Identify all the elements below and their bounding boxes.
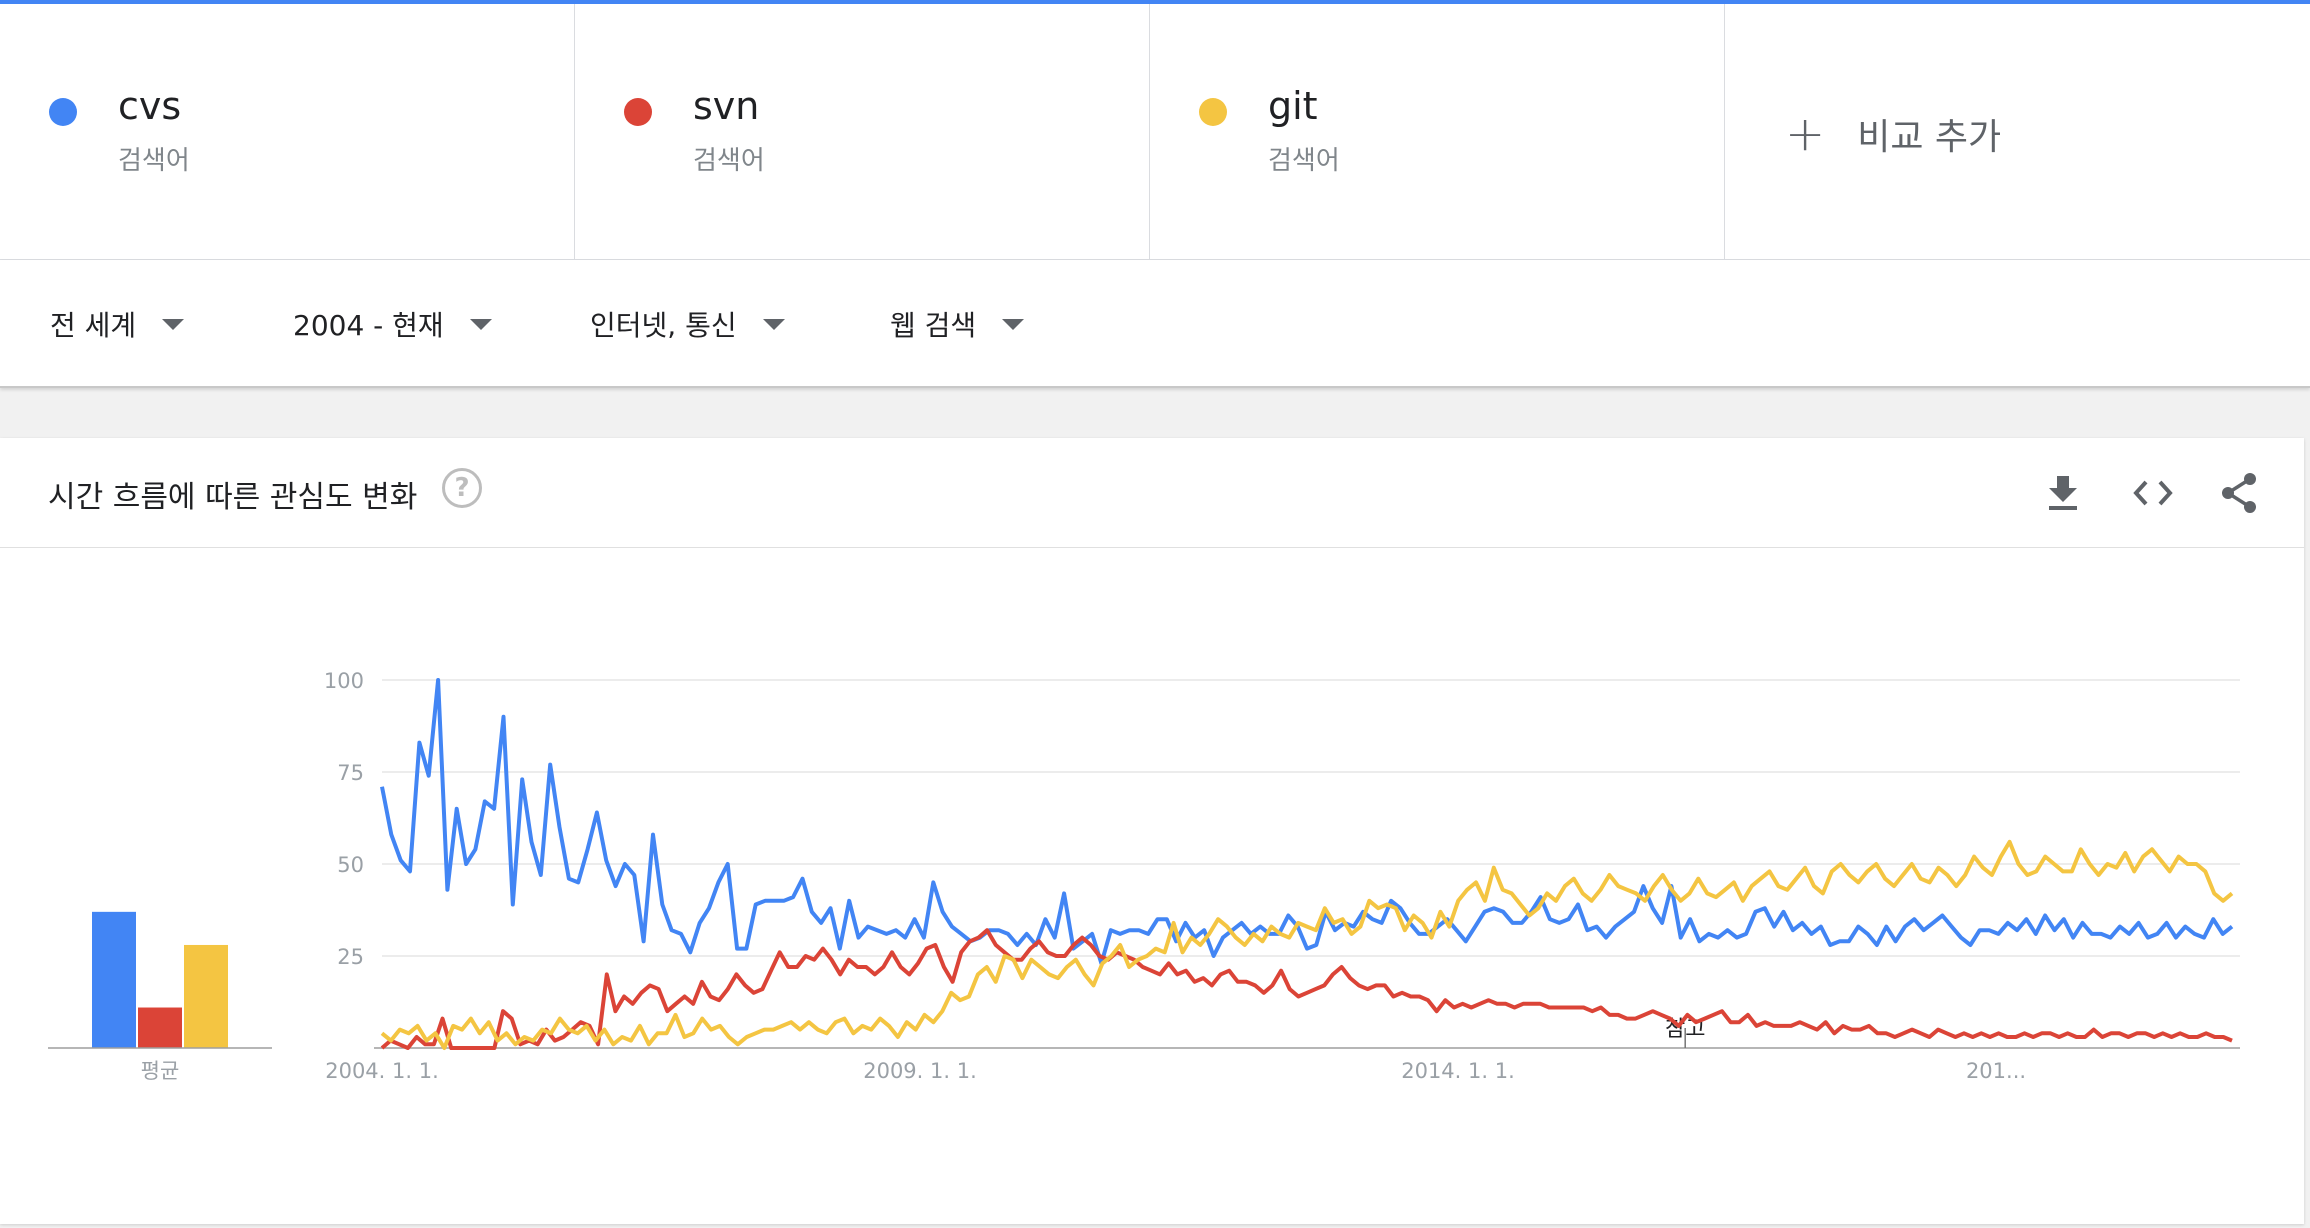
help-circle-icon[interactable]: ? [442,468,482,508]
add-compare-card[interactable]: + 비교 추가 [1725,4,2310,260]
interest-line-chart[interactable]: 25 50 75 100 2004. 1. 1. 2009. 1. 1. 2014. 1. … [0,438,2304,1224]
caret-down-icon [162,318,185,330]
y-tick-label: 25 [337,945,364,969]
add-compare-label: 비교 추가 [1857,117,2002,158]
card-title: 시간 흐름에 따른 관심도 변화 [48,480,418,515]
caret-down-icon [469,318,492,330]
term-color-dot [49,98,77,126]
term-name: git [1268,84,1318,128]
category-label: 인터넷, 통신 [590,309,737,342]
top-accent-bar [0,0,2310,4]
region-label: 전 세계 [50,309,137,342]
share-icon[interactable] [2214,468,2264,518]
average-bar-git [184,944,228,1048]
card-header: 시간 흐름에 따른 관심도 변화 ? [0,438,2304,548]
x-tick-label: 2014. 1. 1. [1401,1059,1515,1083]
term-name: cvs [118,84,182,128]
term-card-git[interactable]: git 검색어 [1150,4,1725,260]
x-tick-label: 2009. 1. 1. [863,1059,977,1083]
time-range-label: 2004 - 현재 [293,309,444,342]
search-type-dropdown[interactable]: 웹 검색 [890,304,1025,344]
interest-over-time-card: 시간 흐름에 따른 관심도 변화 ? 25 50 75 100 2004. 1. [0,438,2304,1224]
category-dropdown[interactable]: 인터넷, 통신 [590,304,785,344]
series-line-git [380,839,2234,1050]
average-bar-svn [138,1007,182,1048]
download-icon[interactable] [2038,468,2088,518]
compare-terms-bar: cvs 검색어 svn 검색어 git 검색어 + 비교 추가 [0,4,2310,260]
x-tick-label: 201... [1966,1059,2026,1083]
term-card-cvs[interactable]: cvs 검색어 [0,4,575,260]
series-line-svn [380,928,2233,1050]
code-icon[interactable] [2128,468,2178,518]
caret-down-icon [1002,318,1025,330]
average-label: 평균 [141,1059,180,1083]
x-tick-label: 2004. 1. 1. [325,1059,439,1083]
term-card-svn[interactable]: svn 검색어 [575,4,1150,260]
plus-icon: + [1785,106,1826,162]
term-type: 검색어 [1268,146,1340,176]
y-tick-label: 100 [324,669,364,693]
add-compare-button[interactable]: + 비교 추가 [1785,108,2001,160]
term-color-dot [1199,98,1227,126]
term-type: 검색어 [693,146,765,176]
filter-bar: 전 세계 2004 - 현재 인터넷, 통신 웹 검색 [0,260,2310,388]
region-dropdown[interactable]: 전 세계 [50,304,185,344]
average-bar-cvs [92,911,136,1048]
term-name: svn [693,84,760,128]
y-tick-label: 75 [337,761,364,785]
y-tick-label: 50 [337,853,364,877]
term-type: 검색어 [118,146,190,176]
caret-down-icon [762,318,785,330]
term-color-dot [624,98,652,126]
time-range-dropdown[interactable]: 2004 - 현재 [293,304,492,344]
search-type-label: 웹 검색 [890,309,977,342]
series-line-cvs [380,678,2234,966]
